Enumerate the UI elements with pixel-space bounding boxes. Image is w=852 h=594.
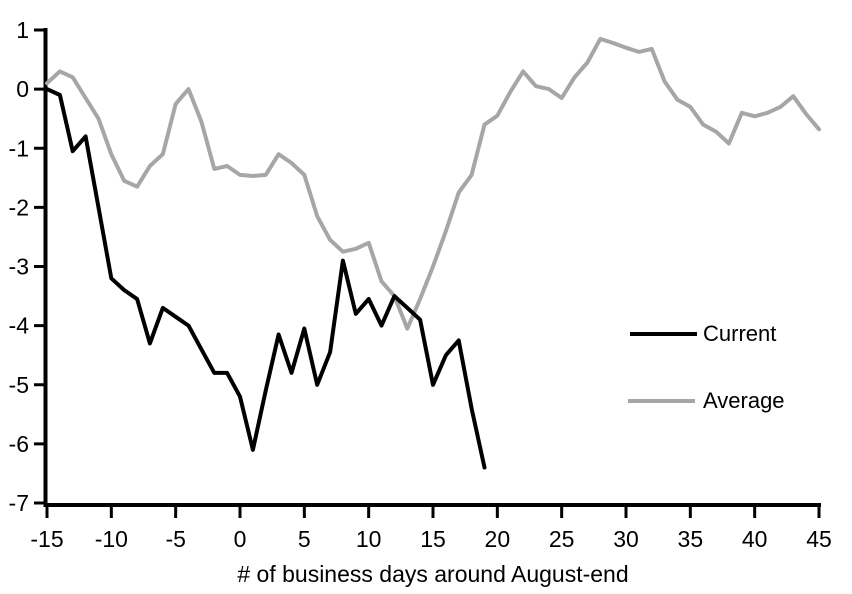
x-tick-label: 25 (549, 526, 575, 552)
y-tick-label: -3 (9, 254, 29, 280)
series-line-average (45, 36, 821, 331)
y-tick-label: -6 (9, 431, 29, 457)
y-tick-label: -2 (9, 194, 29, 220)
y-tick-label: 0 (16, 76, 29, 102)
x-tick-label: -10 (95, 526, 128, 552)
x-tick-label: 0 (234, 526, 247, 552)
x-tick-label: 15 (420, 526, 446, 552)
plot-series (45, 36, 821, 470)
x-tick-label: 5 (298, 526, 311, 552)
legend-label-current: Current (703, 321, 776, 346)
x-tick-label: 10 (356, 526, 382, 552)
legend-label-average: Average (703, 388, 785, 413)
y-tick-label: 1 (16, 17, 29, 43)
axes: 10-1-2-3-4-5-6-7-15 -10 -5 0 5 10 15 20 25 30 35 40… (9, 17, 832, 552)
x-axis-title: # of business days around August-end (237, 561, 628, 587)
y-tick-label: -1 (9, 135, 29, 161)
x-tick-label: -15 (30, 526, 63, 552)
x-tick-label: 35 (678, 526, 704, 552)
y-tick-label: -4 (9, 313, 30, 339)
series-line-current (45, 87, 487, 470)
x-tick-label: 40 (742, 526, 768, 552)
x-tick-label: 30 (613, 526, 639, 552)
x-tick-label: 20 (485, 526, 511, 552)
x-tick-label: 45 (806, 526, 832, 552)
legend: Current Average (628, 321, 785, 413)
y-tick-label: -7 (9, 490, 29, 516)
x-tick-label: -5 (165, 526, 185, 552)
y-tick-label: -5 (9, 372, 29, 398)
